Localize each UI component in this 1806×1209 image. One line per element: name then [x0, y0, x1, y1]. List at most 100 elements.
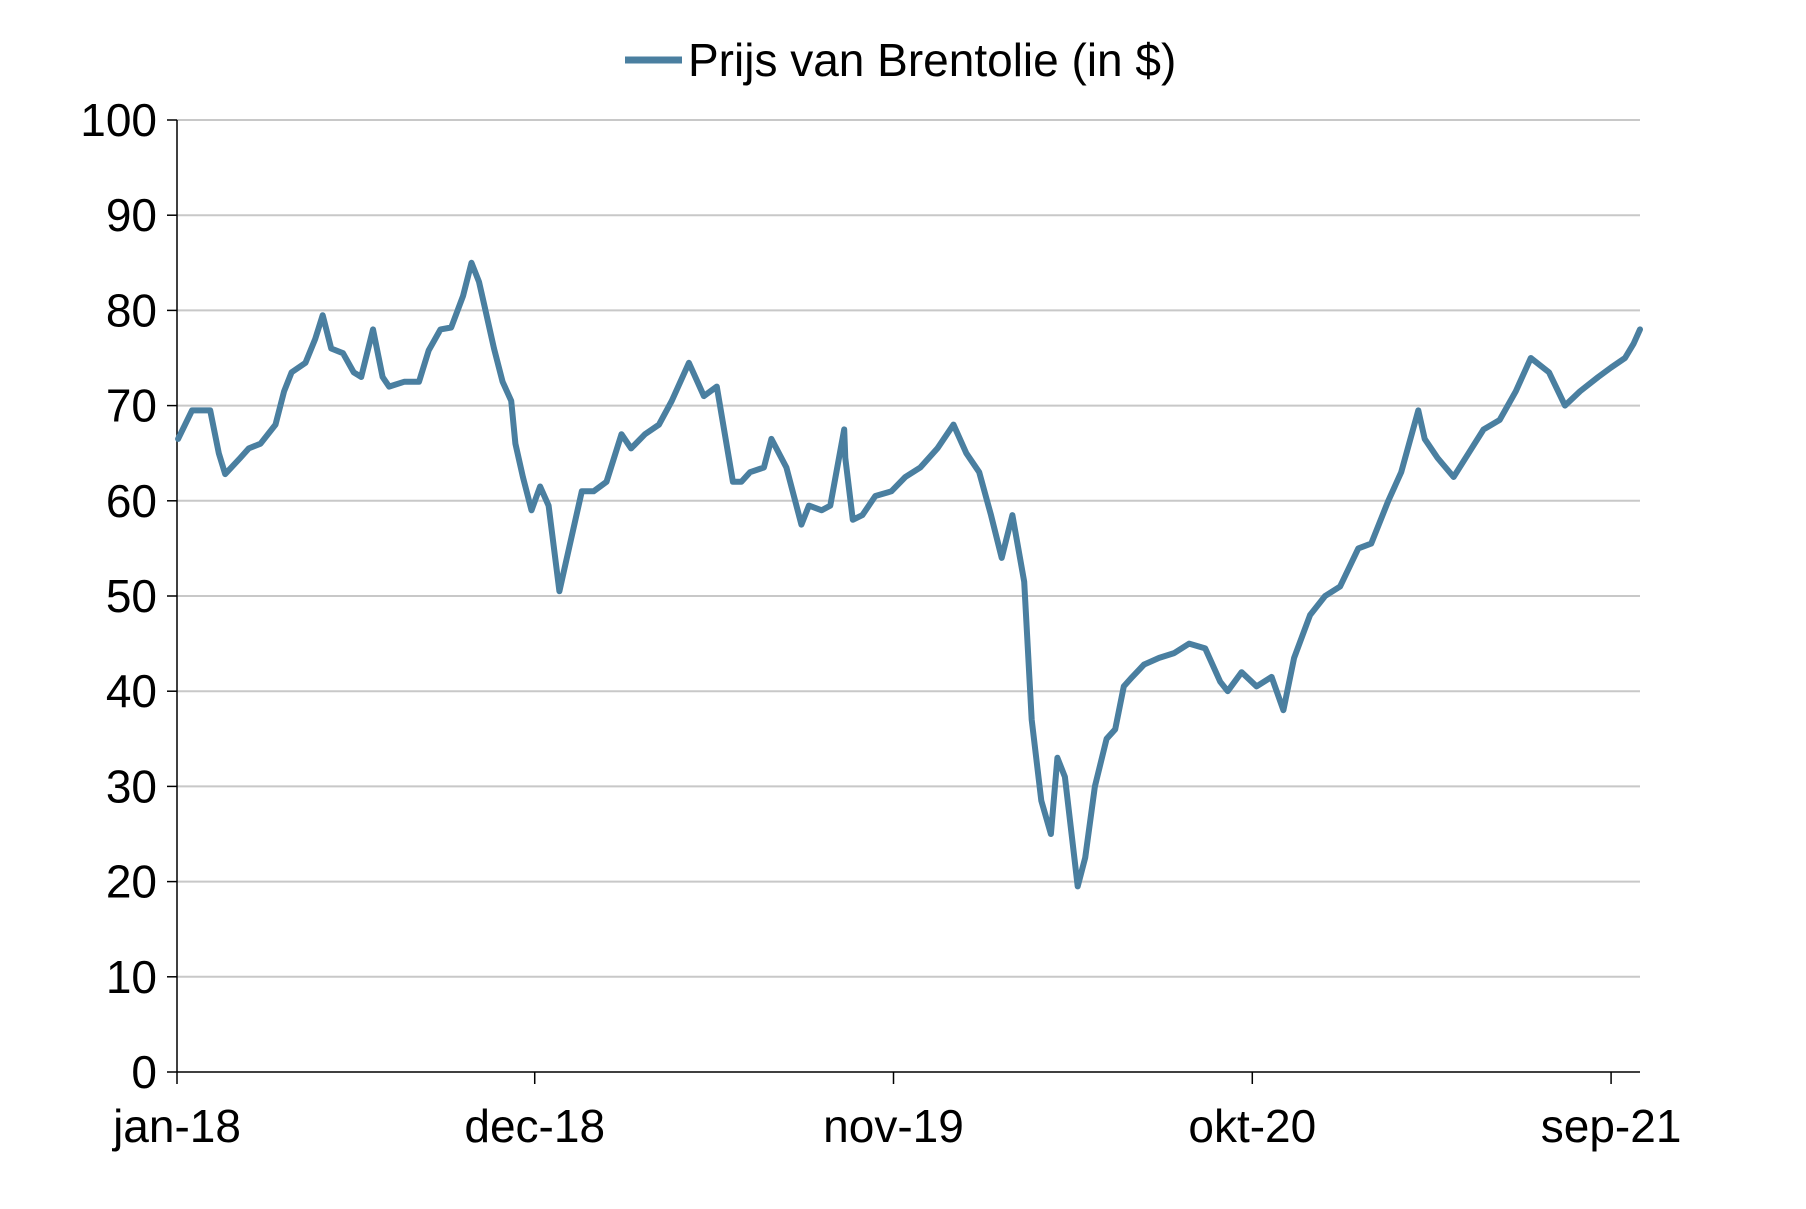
data-point [351, 369, 357, 375]
data-point [175, 436, 181, 442]
data-point [546, 503, 552, 509]
data-point [1186, 641, 1192, 647]
data-point [714, 384, 720, 390]
data-point [1481, 426, 1487, 432]
data-point [512, 441, 518, 447]
data-point [273, 422, 279, 428]
data-point [281, 388, 287, 394]
data-point [1307, 612, 1313, 618]
y-tick-label: 80 [106, 284, 157, 336]
data-point [258, 441, 264, 447]
series-line [175, 259, 1643, 890]
data-point [508, 398, 514, 404]
data-point [1322, 593, 1328, 599]
data-point [872, 493, 878, 499]
data-point [1062, 774, 1068, 780]
data-point [963, 450, 969, 456]
data-point [566, 545, 572, 551]
data-point [207, 407, 213, 413]
data-point [1104, 736, 1110, 742]
data-point [1075, 883, 1081, 889]
data-point [537, 484, 543, 490]
data-point [902, 474, 908, 480]
data-point [303, 360, 309, 366]
data-point [491, 346, 497, 352]
y-axis: 0 10 20 30 40 50 60 70 80 90 100 [80, 94, 178, 1098]
data-point [1562, 403, 1568, 409]
data-point [604, 479, 610, 485]
data-point [370, 326, 376, 332]
data-point [1029, 717, 1035, 723]
data-point [481, 303, 487, 309]
data-point [859, 512, 865, 518]
y-tick-label: 50 [106, 570, 157, 622]
data-point [1622, 355, 1628, 361]
data-point [761, 465, 767, 471]
x-tick-label: dec-18 [464, 1100, 605, 1152]
data-point [1269, 674, 1275, 680]
data-point [1415, 407, 1421, 413]
data-point [1355, 545, 1361, 551]
data-point [448, 325, 454, 331]
y-tick-label: 0 [131, 1046, 157, 1098]
data-point [934, 445, 940, 451]
data-point [738, 479, 744, 485]
data-point [783, 465, 789, 471]
y-tick-label: 90 [106, 189, 157, 241]
data-point [222, 471, 228, 477]
data-point [999, 555, 1005, 561]
data-point [1092, 783, 1098, 789]
data-point [1280, 707, 1286, 713]
data-point [827, 503, 833, 509]
data-point [850, 517, 856, 523]
data-point [1337, 584, 1343, 590]
data-point [819, 507, 825, 513]
data-point [1112, 726, 1118, 732]
data-point [1021, 579, 1027, 585]
data-point [730, 479, 736, 485]
data-point [237, 455, 243, 461]
gridlines [177, 119, 1640, 978]
data-point [1171, 650, 1177, 656]
data-point [216, 450, 222, 456]
data-point [320, 312, 326, 318]
data-point [1217, 679, 1223, 685]
series-layer [175, 259, 1643, 890]
data-point [438, 326, 444, 332]
data-point [747, 469, 753, 475]
data-point [1451, 474, 1457, 480]
data-point [358, 374, 364, 380]
y-tick-label: 10 [106, 951, 157, 1003]
data-point [1156, 655, 1162, 661]
data-point [426, 347, 432, 353]
data-point [642, 431, 648, 437]
data-point [768, 436, 774, 442]
data-point [1254, 683, 1260, 689]
data-point [289, 369, 295, 375]
data-point [1202, 645, 1208, 651]
data-point [888, 488, 894, 494]
data-point [669, 398, 675, 404]
data-point [1422, 436, 1428, 442]
data-point [380, 374, 386, 380]
data-point [1546, 369, 1552, 375]
data-point [1129, 674, 1135, 680]
data-point [1637, 326, 1643, 332]
x-tick-label: jan-18 [111, 1100, 241, 1152]
data-point [1398, 469, 1404, 475]
data-point [951, 422, 957, 428]
x-tick-label: nov-19 [823, 1100, 964, 1152]
data-point [1141, 662, 1147, 668]
x-tick-label: sep-21 [1541, 1100, 1682, 1152]
data-point [556, 588, 562, 594]
data-point [806, 503, 812, 509]
data-point [386, 384, 392, 390]
data-point [656, 422, 662, 428]
y-tick-label: 70 [106, 380, 157, 432]
data-point [628, 445, 634, 451]
data-point [1595, 374, 1601, 380]
x-tick-label: okt-20 [1188, 1100, 1316, 1152]
x-axis: jan-18 dec-18 nov-19 okt-20 sep-21 [111, 1071, 1682, 1152]
data-point [842, 455, 848, 461]
